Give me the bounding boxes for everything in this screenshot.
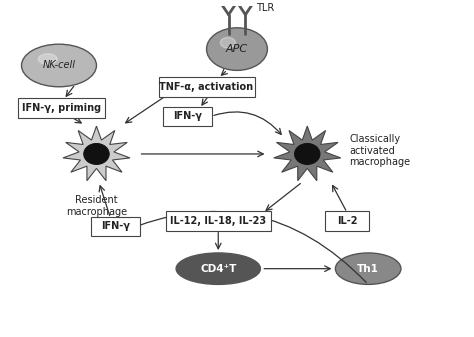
Text: IFN-γ: IFN-γ xyxy=(173,111,202,121)
Ellipse shape xyxy=(207,28,267,70)
Ellipse shape xyxy=(176,253,260,284)
Text: Classically
activated
macrophage: Classically activated macrophage xyxy=(349,134,410,167)
FancyBboxPatch shape xyxy=(18,98,105,118)
FancyBboxPatch shape xyxy=(163,107,212,126)
Text: Resident
macrophage: Resident macrophage xyxy=(66,195,127,217)
Text: IFN-γ, priming: IFN-γ, priming xyxy=(22,103,101,113)
Polygon shape xyxy=(274,126,341,181)
Text: Th1: Th1 xyxy=(357,264,379,274)
FancyBboxPatch shape xyxy=(165,211,271,231)
Ellipse shape xyxy=(336,253,401,284)
Polygon shape xyxy=(63,126,130,181)
Ellipse shape xyxy=(84,144,109,164)
Text: APC: APC xyxy=(226,44,248,54)
Text: IL-12, IL-18, IL-23: IL-12, IL-18, IL-23 xyxy=(170,216,266,226)
Ellipse shape xyxy=(38,54,57,64)
Ellipse shape xyxy=(294,144,320,164)
Text: NK-cell: NK-cell xyxy=(43,60,75,70)
Text: IL-2: IL-2 xyxy=(337,216,357,226)
Text: TNF-α, activation: TNF-α, activation xyxy=(159,82,254,92)
Ellipse shape xyxy=(220,37,236,48)
FancyBboxPatch shape xyxy=(158,76,255,97)
Text: IFN-γ: IFN-γ xyxy=(100,221,130,231)
Text: CD4⁺T: CD4⁺T xyxy=(200,264,237,274)
Ellipse shape xyxy=(21,44,97,87)
Text: TLR: TLR xyxy=(256,3,274,13)
FancyBboxPatch shape xyxy=(325,211,369,231)
FancyBboxPatch shape xyxy=(91,217,140,236)
